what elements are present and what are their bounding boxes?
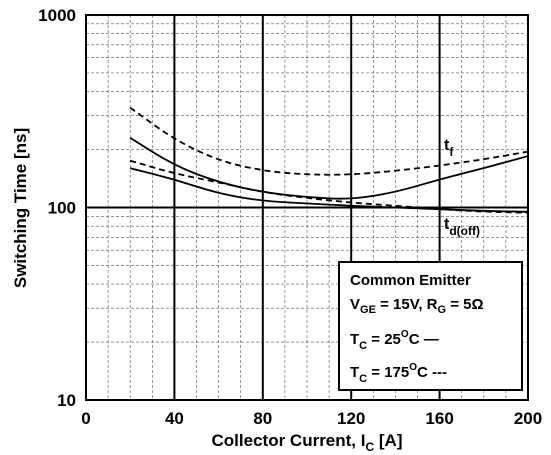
legend-conditions: VGE = 15V, RG = 5Ω	[350, 296, 484, 316]
x-tick-label: 0	[81, 409, 90, 428]
x-tick-label: 40	[165, 409, 184, 428]
x-tick-label: 160	[425, 409, 453, 428]
x-tick-label: 200	[514, 409, 542, 428]
legend-box	[338, 261, 523, 391]
legend: Common Emitter VGE = 15V, RG = 5Ω TC = 2…	[338, 261, 523, 391]
x-tick-label: 80	[253, 409, 272, 428]
x-tick-label: 120	[337, 409, 365, 428]
tdoff-curve-label: td(off)	[444, 216, 480, 238]
y-tick-label: 10	[57, 391, 76, 410]
x-tick-labels: 0 40 80 120 160 200	[81, 409, 542, 428]
legend-title: Common Emitter	[350, 272, 471, 289]
tf-curve-label: tf	[444, 137, 454, 159]
y-axis-title: Switching Time [ns]	[11, 128, 30, 288]
y-tick-label: 1000	[38, 6, 76, 25]
series-layer	[129, 106, 529, 214]
legend-entry-175c: TC = 175OC ---	[350, 362, 447, 385]
x-axis-title: Collector Current, IC [A]	[212, 431, 403, 454]
tf-25c-series-line	[129, 137, 529, 200]
tdoff-25c-series-line	[129, 167, 529, 213]
plot-frame	[85, 14, 529, 401]
y-tick-labels: 10 100 1000	[38, 6, 76, 410]
tdoff-175c-series-line	[129, 159, 529, 214]
y-tick-label: 100	[48, 199, 76, 218]
legend-entry-25c: TC = 25OC —	[350, 329, 439, 352]
tf-175c-series-line	[129, 106, 529, 176]
